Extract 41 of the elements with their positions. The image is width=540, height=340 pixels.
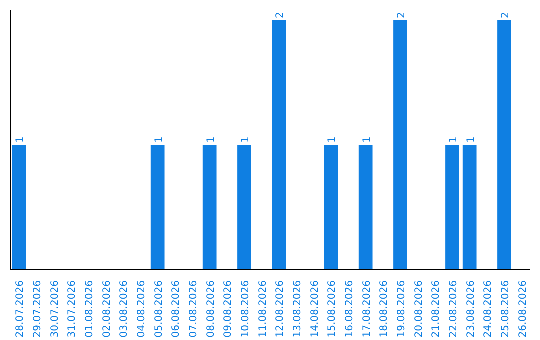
data-label: 1 bbox=[206, 136, 217, 143]
data-label: 1 bbox=[327, 136, 338, 143]
x-tick-label: 09.08.2026 bbox=[223, 280, 234, 338]
x-tick-label: 16.08.2026 bbox=[344, 280, 356, 338]
x-tick-label: 06.08.2026 bbox=[171, 280, 182, 338]
x-tick-label: 03.08.2026 bbox=[119, 280, 130, 338]
x-tick-label: 10.08.2026 bbox=[240, 280, 252, 338]
data-label: 2 bbox=[396, 12, 408, 18]
data-label: 1 bbox=[15, 136, 26, 143]
data-label: 2 bbox=[500, 12, 512, 18]
data-label: 1 bbox=[466, 136, 477, 143]
x-tick-label: 26.08.2026 bbox=[518, 280, 529, 338]
x-tick-label: 31.07.2026 bbox=[67, 280, 78, 338]
x-tick-label: 22.08.2026 bbox=[448, 280, 460, 338]
data-label: 1 bbox=[240, 136, 252, 143]
x-tick-label: 05.08.2026 bbox=[154, 280, 165, 338]
x-tick-label: 21.08.2026 bbox=[431, 280, 442, 338]
x-tick-label: 15.08.2026 bbox=[327, 280, 338, 338]
x-tick-label: 30.07.2026 bbox=[50, 280, 61, 338]
x-tick-label: 29.07.2026 bbox=[32, 280, 44, 338]
x-tick-label: 02.08.2026 bbox=[102, 280, 113, 338]
data-label: 1 bbox=[154, 136, 165, 143]
x-tick-label: 20.08.2026 bbox=[414, 280, 425, 338]
data-label: 2 bbox=[275, 12, 286, 18]
x-tick-label: 04.08.2026 bbox=[136, 280, 148, 338]
x-tick-label: 28.07.2026 bbox=[15, 280, 26, 338]
x-tick-label: 01.08.2026 bbox=[84, 280, 96, 338]
data-label: 1 bbox=[448, 136, 460, 143]
x-tick-label: 24.08.2026 bbox=[483, 280, 494, 338]
x-tick-label: 23.08.2026 bbox=[466, 280, 477, 338]
x-tick-label: 07.08.2026 bbox=[188, 280, 200, 338]
x-tick-label: 13.08.2026 bbox=[292, 280, 304, 338]
x-tick-label: 25.08.2026 bbox=[500, 280, 512, 338]
x-tick-label: 12.08.2026 bbox=[275, 280, 286, 338]
x-tick-label: 14.08.2026 bbox=[310, 280, 321, 338]
x-tick-label: 18.08.2026 bbox=[379, 280, 390, 338]
x-tick-label: 19.08.2026 bbox=[396, 280, 408, 338]
x-tick-label: 11.08.2026 bbox=[258, 280, 269, 338]
x-tick-label: 17.08.2026 bbox=[362, 280, 373, 338]
x-tick-label: 08.08.2026 bbox=[206, 280, 217, 338]
data-label: 1 bbox=[362, 136, 373, 143]
